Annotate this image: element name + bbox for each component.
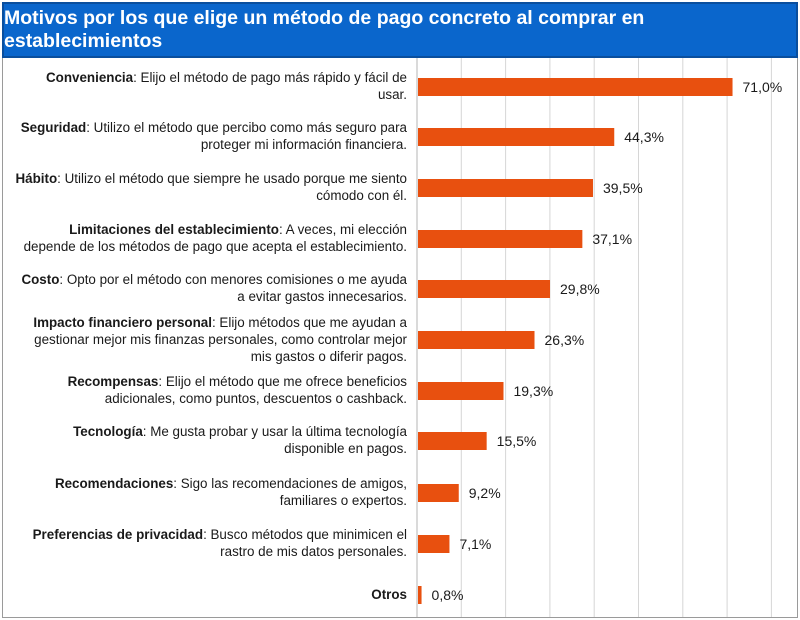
- value-label-6: 26,3%: [545, 332, 585, 348]
- category-label-text: : Sigo las recomendaciones de amigos, fa…: [173, 476, 407, 508]
- category-label-text: : Elijo métodos que me ayudan a gestiona…: [34, 314, 407, 364]
- category-label-bold: Limitaciones del establecimiento: [69, 222, 279, 237]
- bar-chart: 71,0% 44,3% 39,5% 37,1% 29,8% 26,3% 19,3% 15,5%…: [416, 58, 783, 617]
- category-label-10: Preferencias de privacidad: Busco método…: [15, 526, 407, 560]
- bar-4: [418, 230, 583, 248]
- chart-title: Motivos por los que elige un método de p…: [2, 2, 798, 58]
- category-label-1: Conveniencia: Elijo el método de pago má…: [15, 69, 407, 103]
- category-label-text: : Elijo el método que me ofrece benefici…: [104, 374, 407, 406]
- category-label-bold: Costo: [21, 272, 60, 287]
- category-label-bold: Recompensas: [67, 374, 159, 389]
- category-label-4: Limitaciones del establecimiento: A vece…: [15, 221, 407, 255]
- category-label-6: Impacto financiero personal: Elijo métod…: [15, 314, 407, 365]
- category-label-text: : Utilizo el método que percibo como más…: [86, 120, 407, 152]
- category-label-5: Costo: Opto por el método con menores co…: [15, 271, 407, 305]
- category-label-8: Tecnología: Me gusta probar y usar la úl…: [15, 423, 407, 457]
- bar-9: [418, 484, 459, 502]
- chart-frame: 71,0% 44,3% 39,5% 37,1% 29,8% 26,3% 19,3% 15,5%…: [2, 58, 798, 618]
- value-label-11: 0,8%: [432, 587, 464, 603]
- category-label-bold: Conveniencia: [46, 70, 134, 85]
- category-label-11: Otros: [15, 586, 407, 603]
- value-label-1: 71,0%: [743, 79, 783, 95]
- category-label-bold: Otros: [371, 586, 407, 602]
- category-label-bold: Hábito: [15, 171, 58, 186]
- bar-7: [418, 382, 504, 400]
- category-label-2: Seguridad: Utilizo el método que percibo…: [15, 119, 407, 153]
- category-label-bold: Tecnología: [73, 424, 143, 439]
- category-label-7: Recompensas: Elijo el método que me ofre…: [15, 373, 407, 407]
- value-label-3: 39,5%: [603, 180, 643, 196]
- bar-6: [418, 331, 535, 349]
- category-label-bold: Impacto financiero personal: [33, 314, 212, 330]
- category-label-text: : Elijo el método de pago más rápido y f…: [133, 70, 407, 102]
- bar-10: [418, 535, 450, 553]
- bar-8: [418, 432, 487, 450]
- value-label-10: 7,1%: [459, 536, 491, 552]
- category-label-9: Recomendaciones: Sigo las recomendacione…: [15, 475, 407, 509]
- category-label-3: Hábito: Utilizo el método que siempre he…: [15, 170, 408, 204]
- bar-11: [418, 586, 422, 604]
- bar-1: [418, 78, 733, 96]
- value-label-9: 9,2%: [469, 485, 501, 501]
- category-label-bold: Seguridad: [20, 120, 87, 135]
- bar-2: [418, 128, 615, 146]
- value-label-2: 44,3%: [624, 129, 664, 145]
- value-label-5: 29,8%: [560, 281, 600, 297]
- bar-3: [418, 179, 593, 197]
- category-label-text: : Me gusta probar y usar la última tecno…: [142, 424, 407, 456]
- category-label-bold: Recomendaciones: [54, 476, 174, 491]
- value-label-4: 37,1%: [592, 231, 632, 247]
- category-label-text: : Busco métodos que minimicen el rastro …: [203, 527, 407, 559]
- bar-5: [418, 280, 551, 298]
- category-label-text: : A veces, mi elección depende de los mé…: [23, 222, 407, 254]
- value-label-8: 15,5%: [497, 433, 537, 449]
- value-label-7: 19,3%: [513, 383, 553, 399]
- category-label-bold: Preferencias de privacidad: [32, 527, 204, 542]
- category-label-text: : Opto por el método con menores comisio…: [59, 272, 407, 304]
- category-label-text: : Utilizo el método que siempre he usado…: [57, 171, 407, 203]
